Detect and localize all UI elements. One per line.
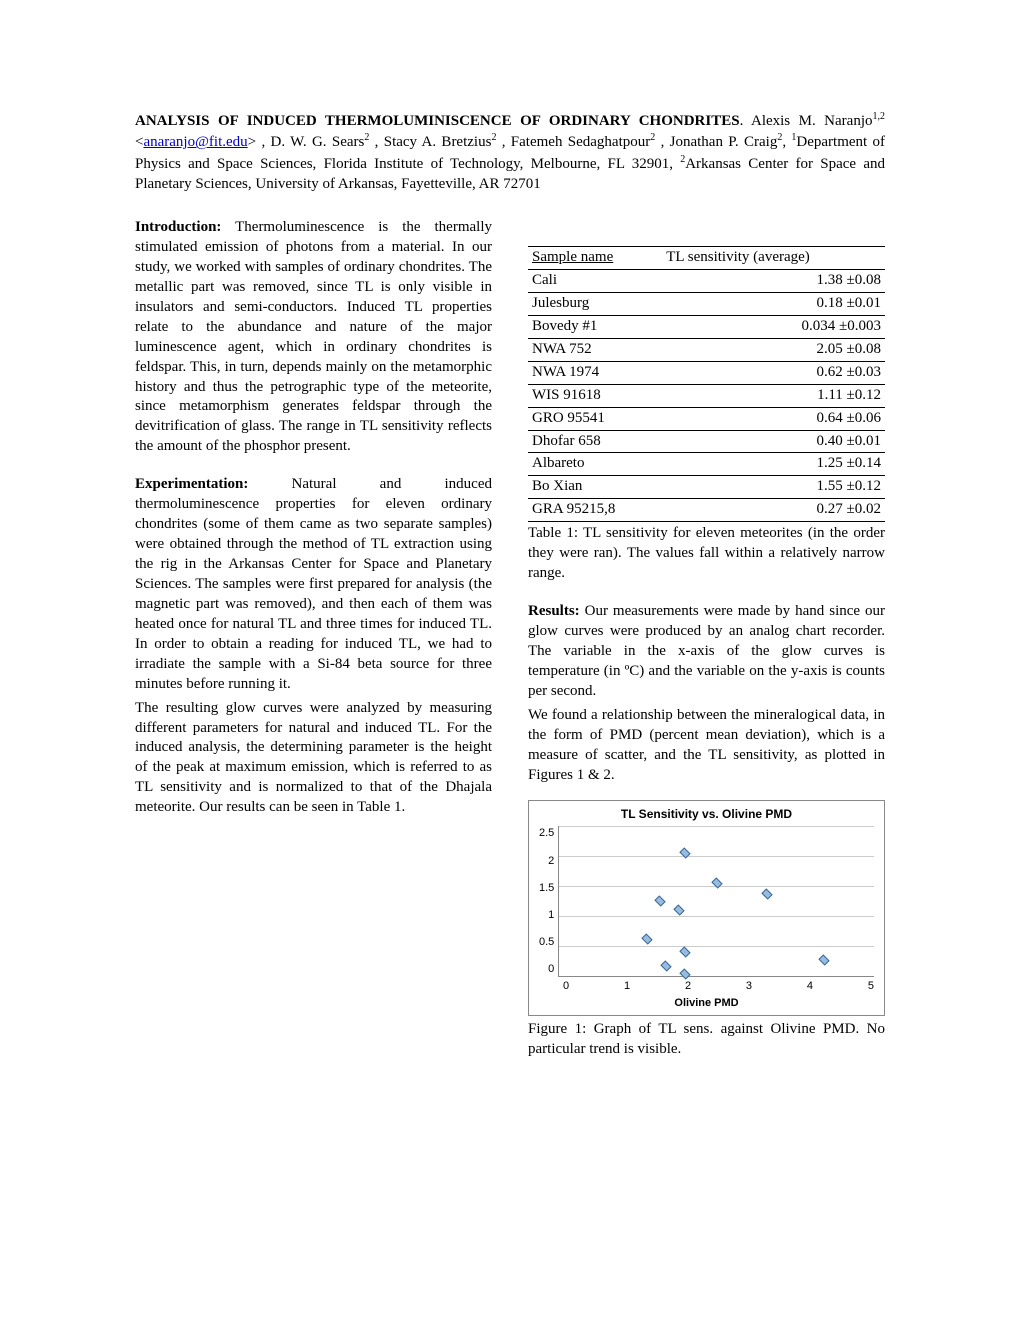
chart-data-point (673, 904, 684, 915)
table-row: Julesburg0.18 ±0.01 (528, 292, 885, 315)
chart-x-tick: 5 (868, 979, 874, 994)
chart-x-tick: 4 (807, 979, 813, 994)
chart-data-point (654, 896, 665, 907)
table-row: NWA 19740.62 ±0.03 (528, 361, 885, 384)
table-row: Bo Xian1.55 ±0.12 (528, 476, 885, 499)
results-text-2: We found a relationship between the mine… (528, 706, 885, 786)
table-header-sensitivity: TL sensitivity (average) (662, 247, 885, 270)
table-row: WIS 916181.11 ±0.12 (528, 384, 885, 407)
chart-y-tick: 2.5 (539, 826, 554, 841)
results-heading: Results: (528, 603, 580, 619)
chart-x-label: Olivine PMD (539, 996, 874, 1011)
table-cell-sample: Bovedy #1 (528, 315, 662, 338)
chart-y-tick: 1 (539, 908, 554, 923)
chart-y-tick: 1.5 (539, 881, 554, 896)
paper-title: ANALYSIS OF INDUCED THERMOLUMINISCENCE O… (135, 113, 740, 129)
abstract-header: ANALYSIS OF INDUCED THERMOLUMINISCENCE O… (135, 110, 885, 194)
table-cell-value: 1.11 ±0.12 (662, 384, 885, 407)
chart-data-point (642, 934, 653, 945)
table-header-sample: Sample name (528, 247, 662, 270)
author-email-link[interactable]: anaranjo@fit.edu (143, 134, 247, 150)
scatter-chart: TL Sensitivity vs. Olivine PMD 2.521.510… (528, 800, 885, 1016)
experimentation-text-2: The resulting glow curves were analyzed … (135, 699, 492, 819)
table-row: Albareto1.25 ±0.14 (528, 453, 885, 476)
table-cell-value: 2.05 ±0.08 (662, 338, 885, 361)
table-cell-sample: GRA 95215,8 (528, 499, 662, 522)
chart-title: TL Sensitivity vs. Olivine PMD (539, 807, 874, 823)
chart-data-point (680, 969, 691, 980)
table-row: GRO 955410.64 ±0.06 (528, 407, 885, 430)
table-row: Dhofar 6580.40 ±0.01 (528, 430, 885, 453)
intro-heading: Introduction: (135, 219, 221, 235)
experimentation-text-1: Natural and induced thermoluminescence p… (135, 476, 492, 691)
chart-y-tick: 0.5 (539, 935, 554, 950)
chart-x-tick: 0 (563, 979, 569, 994)
results-text-1: Our measurements were made by hand since… (528, 603, 885, 699)
table-row: GRA 95215,80.27 ±0.02 (528, 499, 885, 522)
chart-y-tick: 0 (539, 962, 554, 977)
chart-plot-area (558, 826, 874, 977)
table-cell-value: 0.18 ±0.01 (662, 292, 885, 315)
left-column: Introduction: Thermoluminescence is the … (135, 218, 492, 1078)
body-columns: Introduction: Thermoluminescence is the … (135, 218, 885, 1078)
chart-data-point (761, 888, 772, 899)
right-column: Sample name TL sensitivity (average) Cal… (528, 218, 885, 1078)
table-cell-value: 0.40 ±0.01 (662, 430, 885, 453)
table-cell-sample: Cali (528, 269, 662, 292)
chart-y-axis: 2.5 2 1.5 1 0.5 0 (539, 826, 558, 976)
table-cell-value: 1.25 ±0.14 (662, 453, 885, 476)
table-row: NWA 7522.05 ±0.08 (528, 338, 885, 361)
table-cell-sample: Albareto (528, 453, 662, 476)
chart-x-tick: 3 (746, 979, 752, 994)
experimentation-heading: Experimentation: (135, 476, 248, 492)
figure-caption: Figure 1: Graph of TL sens. against Oliv… (528, 1020, 885, 1060)
table-cell-sample: Bo Xian (528, 476, 662, 499)
chart-x-tick: 2 (685, 979, 691, 994)
chart-data-point (661, 960, 672, 971)
table-cell-value: 1.55 ±0.12 (662, 476, 885, 499)
table-cell-value: 1.38 ±0.08 (662, 269, 885, 292)
chart-data-point (818, 955, 829, 966)
table-cell-value: 0.27 ±0.02 (662, 499, 885, 522)
chart-x-tick: 1 (624, 979, 630, 994)
table-caption: Table 1: TL sensitivity for eleven meteo… (528, 524, 885, 584)
chart-y-tick: 2 (539, 854, 554, 869)
table-row: Bovedy #10.034 ±0.003 (528, 315, 885, 338)
table-cell-value: 0.64 ±0.06 (662, 407, 885, 430)
chart-data-point (680, 947, 691, 958)
table-row: Cali1.38 ±0.08 (528, 269, 885, 292)
table-cell-sample: Julesburg (528, 292, 662, 315)
table-cell-sample: Dhofar 658 (528, 430, 662, 453)
table-cell-value: 0.034 ±0.003 (662, 315, 885, 338)
table-cell-sample: NWA 1974 (528, 361, 662, 384)
author-1: Alexis M. Naranjo (751, 113, 873, 129)
table-cell-sample: NWA 752 (528, 338, 662, 361)
table-cell-sample: WIS 91618 (528, 384, 662, 407)
tl-sensitivity-table: Sample name TL sensitivity (average) Cal… (528, 246, 885, 522)
table-cell-sample: GRO 95541 (528, 407, 662, 430)
intro-text: Thermoluminescence is the thermally stim… (135, 219, 492, 454)
chart-x-axis: 0 1 2 3 4 5 (563, 979, 874, 994)
table-cell-value: 0.62 ±0.03 (662, 361, 885, 384)
